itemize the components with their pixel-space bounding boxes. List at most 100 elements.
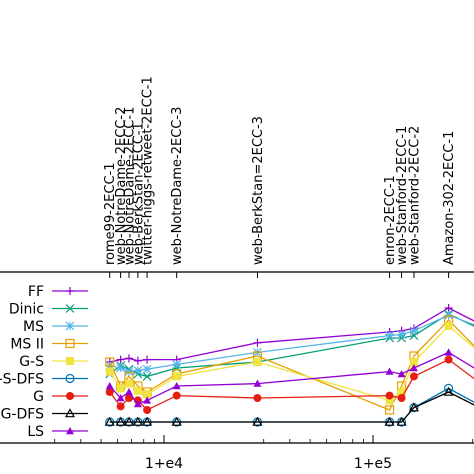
- series-line: [109, 319, 474, 411]
- graph-name-labels: rome99-2ECC-1web-NotreDame-2ECC-2web-Not…: [103, 76, 457, 278]
- data-point: [116, 394, 125, 402]
- data-point: [384, 405, 395, 415]
- series-ls: [105, 348, 474, 408]
- data-point: [124, 354, 133, 363]
- legend-label: LS: [27, 424, 44, 440]
- legend-marker: [66, 357, 74, 365]
- data-point: [172, 372, 181, 381]
- legend-item: G: [33, 389, 88, 405]
- data-point: [396, 416, 407, 426]
- data-point: [143, 390, 152, 399]
- data-point: [105, 388, 114, 396]
- x-axis: 1+e4 1+e5: [54, 435, 474, 472]
- data-point: [124, 394, 133, 402]
- legend-marker: [65, 304, 75, 313]
- data-point: [253, 379, 262, 387]
- graph-label: Amazon-302-2ECC-1: [442, 131, 457, 265]
- legend-label: MS II: [10, 337, 44, 353]
- legend-label: FF: [28, 284, 44, 300]
- data-point: [105, 382, 114, 390]
- data-point: [115, 416, 126, 426]
- data-point: [397, 329, 406, 339]
- legend-item: G-S: [19, 354, 88, 370]
- legend-item: Dinic: [9, 302, 88, 318]
- data-point: [133, 386, 142, 395]
- data-point: [105, 367, 114, 376]
- legend-label: Dinic: [9, 302, 44, 318]
- graph-label: web-Stanford-2ECC-2: [407, 126, 422, 265]
- legend-label: MS: [23, 319, 44, 335]
- data-point: [143, 406, 152, 414]
- series-g-dfs: [104, 386, 474, 426]
- data-point: [116, 363, 126, 373]
- legend-label: G-S-DFS: [0, 372, 44, 388]
- data-point: [123, 416, 135, 426]
- series-g-s: [105, 322, 474, 405]
- data-point: [132, 416, 143, 426]
- data-point: [385, 396, 394, 405]
- data-point: [409, 358, 418, 366]
- graph-label: web-NotreDame-2ECC-2: [114, 107, 129, 265]
- data-point: [409, 326, 419, 336]
- x-tick-label: 1+e4: [145, 456, 183, 472]
- legend-label: G-DFS: [1, 407, 44, 423]
- graph-label: web-NotreDame-2ECC-1: [122, 107, 137, 265]
- legend-background: [0, 278, 92, 435]
- data-point: [133, 400, 142, 408]
- legend-marker: [65, 373, 75, 384]
- data-point: [142, 416, 153, 426]
- data-point: [143, 355, 152, 364]
- graph-label: enron-2ECC-1: [383, 175, 398, 265]
- plot-border: [0, 271, 474, 444]
- graph-label: web-Stanford-2ECC-1: [395, 126, 410, 265]
- data-point: [253, 338, 262, 347]
- graph-label: rome99-2ECC-1: [103, 162, 118, 265]
- data-point: [252, 416, 263, 426]
- data-point: [116, 384, 125, 393]
- data-point: [385, 331, 394, 341]
- legend-item: G-S-DFS: [0, 372, 88, 388]
- legend-marker: [65, 321, 75, 331]
- data-point: [143, 396, 152, 404]
- data-point: [385, 391, 394, 400]
- data-point: [116, 402, 125, 411]
- data-point: [444, 304, 453, 312]
- data-point: [397, 388, 406, 396]
- series-line: [109, 307, 474, 363]
- legend-marker: [65, 338, 75, 349]
- data-point: [142, 364, 152, 374]
- data-point: [124, 388, 133, 396]
- data-point: [253, 394, 262, 402]
- data-point: [444, 348, 453, 356]
- graph-label: twitter-higgs-retweet-2ECC-1: [141, 76, 156, 265]
- legend-marker: [66, 427, 74, 435]
- series-ms-ii: [105, 315, 474, 415]
- series-line: [109, 358, 474, 411]
- data-point: [133, 356, 142, 365]
- series-line: [109, 314, 474, 373]
- legend-marker: [66, 392, 74, 400]
- data-point: [253, 358, 262, 366]
- legend-marker: [64, 408, 76, 418]
- data-point: [408, 402, 419, 412]
- data-point: [172, 391, 181, 400]
- data-point: [385, 367, 394, 375]
- legend-item: G-DFS: [1, 407, 88, 423]
- data-point: [124, 367, 134, 377]
- x-tick-label: 1+e5: [354, 456, 392, 472]
- graph-label: web-BerkStan-2ECC-1: [131, 122, 146, 265]
- legend-item: MS: [23, 319, 88, 335]
- data-point: [124, 379, 133, 388]
- data-point: [409, 372, 418, 381]
- data-point: [443, 386, 454, 396]
- data-point: [444, 322, 453, 330]
- data-point: [116, 355, 125, 364]
- legend-label: G-S: [19, 354, 44, 370]
- legend-item: LS: [27, 424, 88, 440]
- data-point: [409, 364, 418, 372]
- series-layer: [104, 304, 474, 427]
- data-point: [172, 382, 181, 390]
- data-point: [171, 416, 182, 426]
- data-point: [384, 416, 395, 426]
